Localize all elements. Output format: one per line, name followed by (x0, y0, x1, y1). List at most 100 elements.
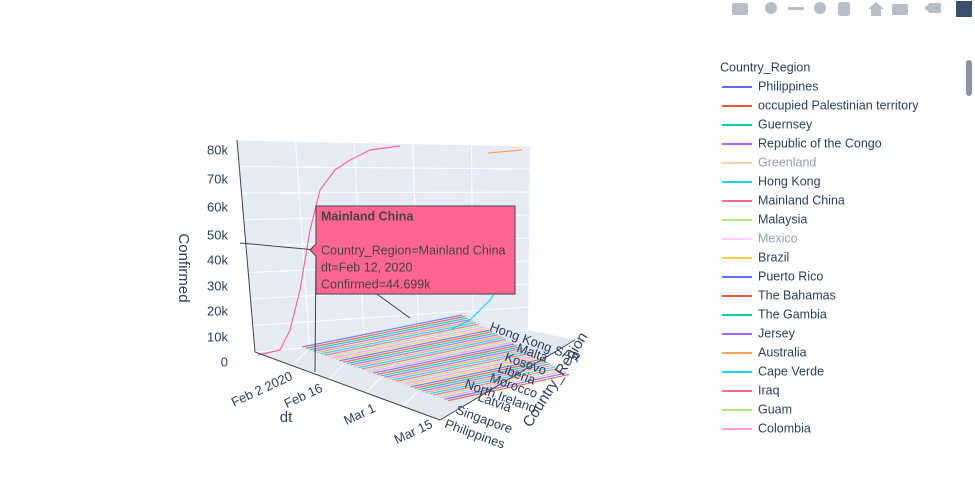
legend-label: Colombia (758, 421, 811, 435)
legend-item[interactable]: Jersey (722, 326, 796, 340)
legend-item[interactable]: The Bahamas (722, 288, 836, 302)
hover-line: Country_Region=Mainland China (321, 243, 506, 257)
home-button[interactable] (868, 2, 884, 16)
trace (395, 352, 531, 382)
legend-scrollbar[interactable] (966, 60, 972, 96)
legend-item[interactable]: Cape Verde (722, 364, 824, 378)
hover-line: dt=Feb 12, 2020 (321, 260, 412, 274)
trace (436, 369, 562, 398)
trace (421, 363, 551, 392)
legend-label: Guernsey (758, 117, 813, 131)
trace (399, 354, 534, 384)
z-tick-label: 80k (207, 142, 228, 157)
legend-label: Malaysia (758, 212, 807, 226)
legend-label: Cape Verde (758, 364, 824, 378)
hover-label: Mainland China Country_Region=Mainland C… (309, 205, 516, 295)
legend-item[interactable]: The Gambia (722, 307, 827, 321)
grid-line (252, 306, 529, 326)
legend-label: Jersey (758, 326, 796, 340)
z-tick-label: 30k (207, 278, 228, 293)
legend-item[interactable]: Iraq (722, 383, 780, 397)
zoom-button[interactable] (765, 2, 777, 14)
x-axis-title: dt (280, 409, 293, 426)
legend-item[interactable]: Puerto Rico (722, 269, 823, 283)
trace (384, 347, 523, 378)
legend-item[interactable]: Australia (722, 345, 807, 359)
trace (313, 318, 471, 352)
grid-line (291, 347, 310, 366)
grid-line (236, 139, 531, 147)
orbit-button[interactable] (814, 2, 826, 14)
z-axis-line (236, 139, 256, 353)
legend-item[interactable]: Philippines (722, 79, 818, 93)
legend-item[interactable]: Republic of the Congo (722, 136, 882, 150)
trace (414, 360, 545, 389)
pane-grid (236, 139, 531, 407)
trace (425, 364, 553, 393)
trace (316, 320, 474, 354)
pan-button[interactable] (788, 7, 804, 10)
legend-label: Puerto Rico (758, 269, 823, 283)
legend-item[interactable]: Brazil (722, 250, 789, 264)
plotly-logo[interactable] (956, 1, 972, 17)
trace (257, 145, 401, 356)
legend-item[interactable]: Guernsey (722, 117, 813, 131)
legend-item[interactable]: Malaysia (722, 212, 807, 226)
trace (305, 315, 465, 349)
trace (361, 338, 507, 370)
trace (444, 372, 567, 400)
y-axis-line (439, 339, 576, 421)
trace (346, 332, 496, 365)
legend-label: The Bahamas (758, 288, 836, 302)
turntable-button[interactable] (838, 2, 850, 16)
legend: Philippines occupied Palestinian territor… (722, 79, 919, 435)
trace (358, 337, 504, 369)
trace (350, 334, 498, 366)
legend-label: Greenland (758, 155, 816, 169)
grid-line (239, 166, 530, 170)
hover-title: Mainland China (321, 209, 414, 223)
trace (380, 346, 520, 377)
z-axis-title: Confirmed (175, 233, 192, 302)
legend-item[interactable]: Guam (722, 402, 792, 416)
legend-item[interactable]: Greenland (722, 155, 816, 169)
legend-label: Hong Kong (758, 174, 821, 188)
trace (406, 357, 540, 387)
grid-line (295, 141, 311, 348)
trace (324, 323, 479, 356)
trace (339, 329, 490, 362)
camera-button[interactable] (732, 3, 748, 15)
reset-camera-button[interactable] (892, 4, 908, 15)
trace (343, 331, 493, 363)
legend-label: Mainland China (758, 193, 845, 207)
trace (410, 358, 542, 388)
z-tick-label: 10k (207, 329, 228, 344)
legend-label: Philippines (758, 79, 818, 93)
hover-button[interactable] (924, 3, 941, 13)
legend-label: Iraq (758, 383, 780, 397)
hover-box (309, 205, 516, 295)
legend-label: Australia (758, 345, 807, 359)
legend-item[interactable]: Colombia (722, 421, 811, 435)
legend-label: occupied Palestinian territory (758, 98, 919, 112)
trace (487, 149, 523, 154)
trace (369, 341, 512, 373)
toolbar (732, 1, 972, 17)
legend-item[interactable]: Mexico (722, 231, 798, 245)
x-axis-line (254, 351, 441, 421)
legend-label: Mexico (758, 231, 798, 245)
legend-title: Country_Region (720, 60, 810, 74)
trace (328, 325, 482, 358)
trace (388, 349, 526, 380)
z-tick-label: 20k (207, 303, 228, 318)
trace (429, 366, 556, 395)
legend-item[interactable]: occupied Palestinian territory (722, 98, 919, 112)
legend-item[interactable]: Hong Kong (722, 174, 821, 188)
legend-label: Guam (758, 402, 792, 416)
legend-item[interactable]: Mainland China (722, 193, 845, 207)
trace (391, 351, 529, 381)
trace (354, 335, 501, 367)
trace (365, 340, 509, 371)
trace (309, 317, 468, 351)
